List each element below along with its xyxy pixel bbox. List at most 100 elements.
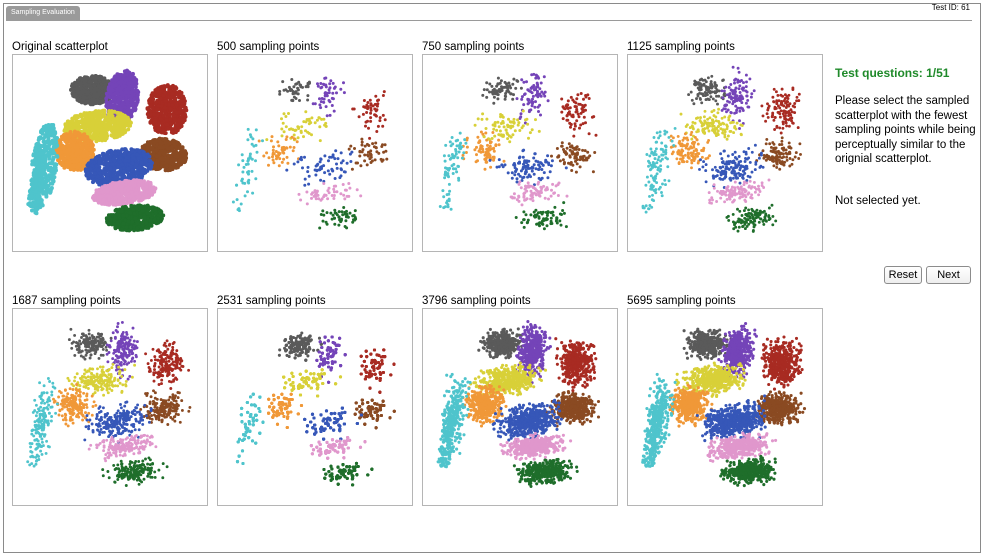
scatter-point (43, 191, 48, 196)
scatter-point (164, 118, 169, 122)
scatter-point (42, 158, 47, 163)
scatter-point (92, 83, 97, 88)
scatter-point (167, 113, 172, 118)
scatter-point (108, 91, 113, 95)
scatter-point (39, 201, 44, 206)
scatter-point (145, 162, 150, 167)
scatter-point (60, 162, 65, 167)
scatter-point (148, 109, 153, 114)
scatter-point (111, 95, 116, 100)
scatter-point (115, 190, 120, 195)
scatter-point (143, 158, 148, 163)
scatter-point (87, 94, 92, 99)
scatter-point (173, 129, 178, 134)
scatter-point (103, 88, 108, 93)
scatter-point (120, 147, 125, 152)
scatter-point (112, 167, 117, 172)
scatter-point (70, 119, 74, 124)
scatter-point (90, 97, 95, 102)
scatterplot-box[interactable] (12, 54, 208, 252)
scatter-point (126, 127, 131, 132)
scatter-point (135, 221, 140, 226)
scatter-point (83, 137, 88, 142)
scatter-point (169, 127, 174, 132)
scatter-point (130, 168, 135, 173)
scatter-point (155, 113, 160, 118)
scatter-point (119, 113, 124, 118)
scatter-point (174, 102, 179, 107)
scatter-point (184, 108, 189, 113)
scatter-point (126, 111, 131, 116)
scatter-point (82, 88, 86, 93)
scatter-point (156, 104, 161, 108)
scatter-point (163, 140, 168, 145)
scatter-point (67, 143, 72, 148)
scatter-point (116, 127, 121, 132)
scatter-point (81, 97, 86, 102)
scatter-point (147, 154, 152, 159)
scatter-point (158, 156, 163, 161)
scatter-point (129, 114, 134, 119)
scatter-point (134, 102, 139, 107)
scatter-point (47, 161, 52, 166)
scatter-point (46, 151, 51, 156)
scatter-point (112, 122, 117, 127)
scatter-point (151, 91, 156, 96)
scatter-point (67, 147, 72, 152)
scatter-point (87, 161, 92, 166)
scatter-point (169, 121, 174, 126)
scatter-point (29, 182, 34, 187)
scatter-point (93, 79, 98, 83)
scatter-point (144, 225, 149, 230)
scatter-point (148, 218, 153, 223)
scatter-point (120, 102, 125, 107)
scatter-point (164, 164, 169, 168)
scatter-point (65, 155, 70, 160)
scatter-point (102, 180, 107, 184)
scatter-point (114, 183, 119, 188)
tab-sampling-evaluation[interactable]: Sampling Evaluation (6, 6, 80, 20)
scatter-point (137, 204, 141, 209)
scatter-point (179, 124, 184, 129)
scatter-point (124, 206, 129, 211)
scatter-point (159, 218, 164, 223)
scatter-point (134, 171, 139, 176)
scatter-point (124, 213, 129, 218)
scatter-point (118, 88, 123, 92)
scatter-point (178, 91, 183, 96)
scatter-point (115, 220, 120, 225)
scatter-point (107, 197, 111, 202)
scatter-point (97, 118, 102, 123)
scatter-point (162, 105, 167, 110)
scatter-point (120, 162, 125, 167)
scatter-point (41, 151, 46, 156)
scatter-point (123, 90, 128, 95)
scatter-point (161, 113, 166, 118)
scatter-point (167, 94, 172, 99)
scatter-point (179, 98, 184, 103)
scatter-point (134, 163, 139, 168)
scatter-point (41, 179, 46, 184)
scatter-point (148, 104, 153, 109)
scatter-point (75, 78, 80, 83)
scatter-point (172, 151, 177, 156)
scatter-point (89, 102, 94, 107)
scatter-point (119, 79, 124, 84)
scatter-point (173, 118, 178, 123)
scatter-point (147, 205, 152, 210)
scatter-point (55, 154, 59, 158)
scatter-point (73, 137, 78, 142)
scatter-point (136, 156, 141, 161)
scatter-point (68, 122, 73, 127)
scatter-point (27, 203, 32, 208)
scatter-point (49, 186, 54, 190)
scatterplot-panel-original[interactable]: Original scatterplot (12, 40, 208, 252)
scatter-point (85, 99, 90, 104)
scatter-point (47, 132, 52, 136)
scatter-point (44, 185, 49, 190)
scatter-point (142, 215, 147, 220)
scatter-point (96, 174, 101, 179)
scatter-point (47, 166, 52, 170)
scatter-point (167, 102, 172, 107)
scatter-point (86, 171, 91, 176)
